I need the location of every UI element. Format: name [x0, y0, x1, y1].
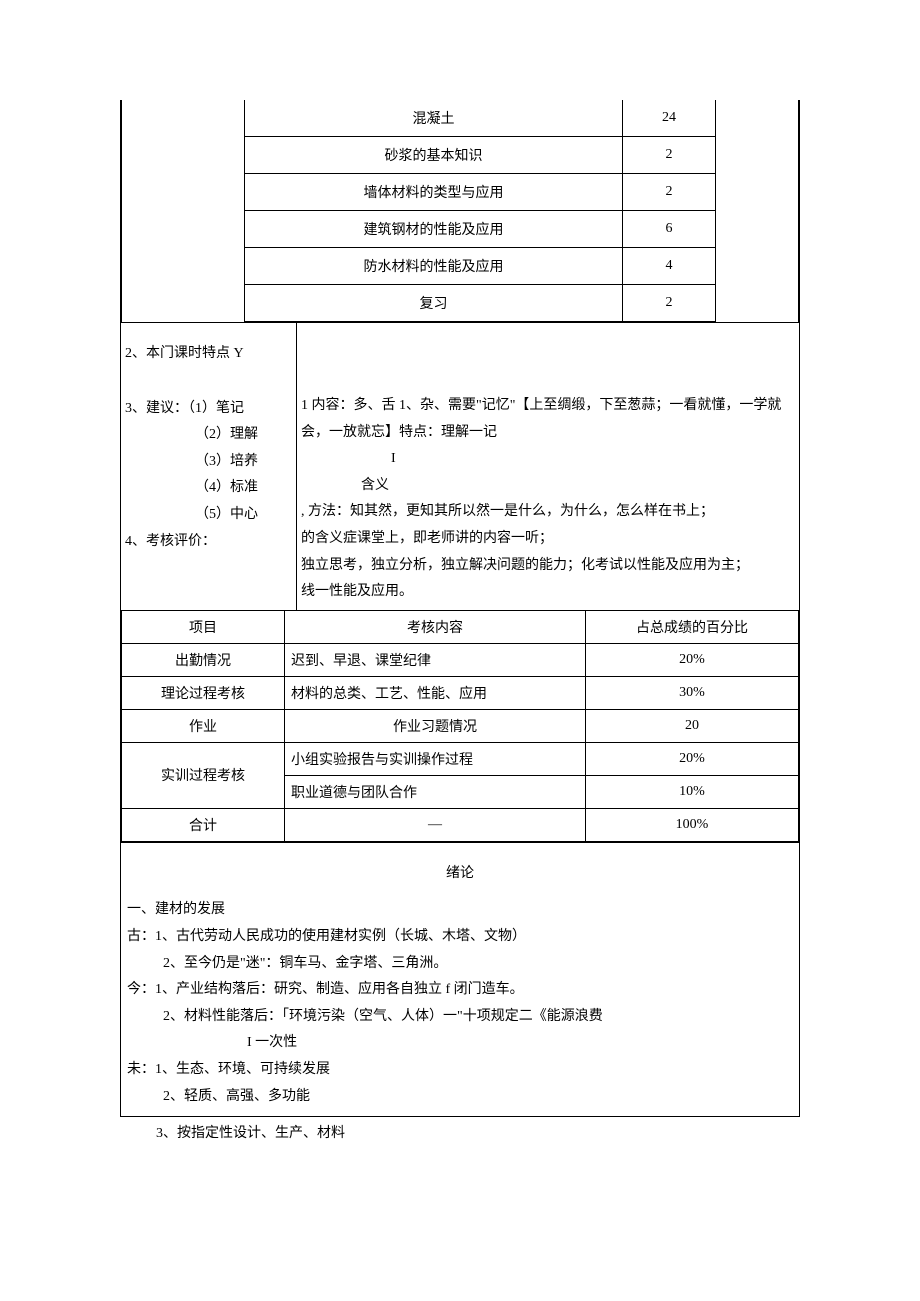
text-line: 古：1、古代劳动人民成功的使用建材实例（长城、木塔、文物） — [127, 924, 793, 951]
assessment-table: 项目 考核内容 占总成绩的百分比 出勤情况 迟到、早退、课堂纪律 20% 理论过… — [121, 610, 799, 842]
essay-section: 绪论 一、建材的发展 古：1、古代劳动人民成功的使用建材实例（长城、木塔、文物）… — [121, 842, 799, 1116]
text-line: I — [301, 446, 795, 473]
text-line: 独立思考，独立分析，独立解决问题的能力；化考试以性能及应用为主； — [301, 553, 795, 580]
text-line: （5）中心 — [125, 502, 292, 529]
topic-name: 防水材料的性能及应用 — [245, 248, 623, 285]
text-line: 今：1、产业结构落后：研究、制造、应用各自独立 f 闭门造车。 — [127, 977, 793, 1004]
cell: 出勤情况 — [122, 643, 285, 676]
topic-name: 混凝土 — [245, 100, 623, 137]
cell: 20% — [586, 742, 799, 775]
text-line: 未：1、生态、环境、可持续发展 — [127, 1057, 793, 1084]
text-line: 的含义症课堂上，即老师讲的内容一听； — [301, 526, 795, 553]
table-row: 理论过程考核 材料的总类、工艺、性能、应用 30% — [122, 676, 799, 709]
topic-hours: 6 — [623, 211, 716, 248]
topic-hours: 2 — [623, 174, 716, 211]
after-box-line: 3、按指定性设计、生产、材料 — [120, 1117, 800, 1148]
cell: 作业 — [122, 709, 285, 742]
header-cell: 考核内容 — [285, 610, 586, 643]
text-line: 2、轻质、高强、多功能 — [127, 1084, 793, 1111]
text-line: I 一次性 — [127, 1030, 793, 1057]
text-line: 2、至今仍是"迷"：铜车马、金字塔、三角洲。 — [127, 951, 793, 978]
text-line: （3）培养 — [125, 449, 292, 476]
topic-hours: 24 — [623, 100, 716, 137]
cell: 100% — [586, 808, 799, 841]
text-line: 2、本门课时特点 Y — [125, 341, 292, 368]
text-line: 一、建材的发展 — [127, 897, 793, 924]
blank-cell — [122, 100, 245, 322]
topic-name: 砂浆的基本知识 — [245, 137, 623, 174]
essay-title: 绪论 — [127, 853, 793, 898]
mid-left: 2、本门课时特点 Y 3、建议：（1）笔记 （2）理解 （3）培养 （4）标准 … — [121, 323, 296, 610]
topic-name: 建筑钢材的性能及应用 — [245, 211, 623, 248]
text-line: 含义 — [301, 473, 795, 500]
cell: 30% — [586, 676, 799, 709]
topic-hours: 2 — [623, 285, 716, 322]
spacer — [301, 341, 795, 393]
cell: 10% — [586, 775, 799, 808]
text-line: 3、建议：（1）笔记 — [125, 396, 292, 423]
header-cell: 项目 — [122, 610, 285, 643]
table-row: 出勤情况 迟到、早退、课堂纪律 20% — [122, 643, 799, 676]
cell: 材料的总类、工艺、性能、应用 — [285, 676, 586, 709]
topic-hours: 4 — [623, 248, 716, 285]
blank-cell — [716, 100, 799, 322]
spacer — [125, 368, 292, 396]
cell: 小组实验报告与实训操作过程 — [285, 742, 586, 775]
topics-table: 混凝土 24 砂浆的基本知识 2 墙体材料的类型与应用 2 建筑钢材的性能及应用… — [121, 100, 799, 322]
mid-right: 1 内容：多、舌 1、杂、需要"记忆"【上至绸缎，下至葱蒜；一看就懂，一学就会，… — [296, 323, 799, 610]
text-line: （2）理解 — [125, 422, 292, 449]
text-line: 线一性能及应用。 — [301, 579, 795, 606]
cell: 合计 — [122, 808, 285, 841]
topic-name: 墙体材料的类型与应用 — [245, 174, 623, 211]
mid-section: 2、本门课时特点 Y 3、建议：（1）笔记 （2）理解 （3）培养 （4）标准 … — [121, 322, 799, 610]
cell: 20% — [586, 643, 799, 676]
topic-hours: 2 — [623, 137, 716, 174]
table-header-row: 项目 考核内容 占总成绩的百分比 — [122, 610, 799, 643]
table-row: 混凝土 24 — [122, 100, 799, 137]
topic-name: 复习 — [245, 285, 623, 322]
cell: — — [285, 808, 586, 841]
text-line: 4、考核评价： — [125, 529, 292, 556]
cell: 20 — [586, 709, 799, 742]
table-row: 实训过程考核 小组实验报告与实训操作过程 20% — [122, 742, 799, 775]
cell: 作业习题情况 — [285, 709, 586, 742]
content-box: 混凝土 24 砂浆的基本知识 2 墙体材料的类型与应用 2 建筑钢材的性能及应用… — [120, 100, 800, 1117]
text-line: 2、材料性能落后：「环境污染（空气、人体）一"十项规定二《能源浪费 — [127, 1004, 793, 1031]
cell: 理论过程考核 — [122, 676, 285, 709]
cell: 迟到、早退、课堂纪律 — [285, 643, 586, 676]
text-line: 1 内容：多、舌 1、杂、需要"记忆"【上至绸缎，下至葱蒜；一看就懂，一学就会，… — [301, 393, 795, 446]
text-line: , 方法：知其然，更知其所以然一是什么，为什么，怎么样在书上； — [301, 499, 795, 526]
text-line: （4）标准 — [125, 475, 292, 502]
header-cell: 占总成绩的百分比 — [586, 610, 799, 643]
cell: 职业道德与团队合作 — [285, 775, 586, 808]
table-row: 合计 — 100% — [122, 808, 799, 841]
table-row: 作业 作业习题情况 20 — [122, 709, 799, 742]
page: 混凝土 24 砂浆的基本知识 2 墙体材料的类型与应用 2 建筑钢材的性能及应用… — [0, 0, 920, 1188]
cell: 实训过程考核 — [122, 742, 285, 808]
